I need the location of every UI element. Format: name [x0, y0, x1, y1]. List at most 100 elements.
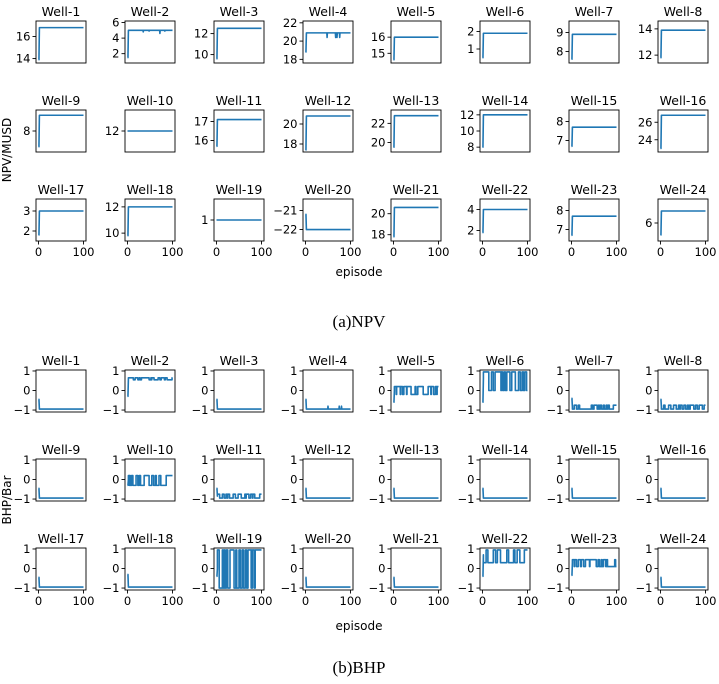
npv-xtick-label: 0	[568, 245, 575, 259]
npv-xtick-label: 0	[35, 245, 42, 259]
npv-xtick-label: 0	[302, 245, 309, 259]
npv-series-line	[38, 114, 84, 148]
bhp-panel-frame	[35, 547, 87, 591]
npv-panel-title: Well-22	[482, 182, 529, 197]
npv-ytick-label: 6	[645, 216, 652, 230]
bhp-series-line	[305, 487, 351, 499]
bhp-ytick-label: 0	[201, 384, 208, 398]
bhp-panel-title: Well-18	[127, 531, 174, 546]
bhp-ytick-label: −1	[369, 581, 386, 595]
npv-panel-11: Well-11 16 17	[194, 93, 265, 153]
bhp-ytick-label: 0	[112, 473, 119, 487]
bhp-ytick-label: 0	[23, 384, 30, 398]
bhp-series-line	[393, 385, 439, 404]
npv-ytick-label: 2	[23, 224, 30, 238]
npv-panel-frame	[657, 198, 709, 242]
bhp-ytick-label: 1	[378, 542, 385, 556]
npv-series-line	[482, 114, 528, 148]
bhp-ytick-label: 1	[467, 364, 474, 378]
npv-ytick-label: 1	[201, 213, 208, 227]
bhp-panel-8: Well-8 1 0 −1	[636, 353, 709, 417]
bhp-series-line	[127, 377, 173, 398]
bhp-ytick-label: 1	[467, 542, 474, 556]
bhp-panel-frame	[302, 458, 354, 502]
npv-series-line	[660, 114, 706, 150]
bhp-panel-title: Well-7	[575, 353, 614, 368]
bhp-panel-title: Well-22	[482, 531, 529, 546]
npv-panel-12: Well-12 18 20	[283, 93, 354, 153]
npv-ytick-label: 8	[467, 140, 474, 154]
bhp-ytick-label: 0	[378, 562, 385, 576]
bhp-panel-title: Well-2	[131, 353, 170, 368]
bhp-panel-title: Well-23	[571, 531, 618, 546]
bhp-panel-frame	[302, 369, 354, 413]
npv-ytick-label: 12	[105, 200, 120, 214]
npv-xtick-label: 0	[390, 245, 397, 259]
bhp-panel-title: Well-1	[42, 353, 81, 368]
npv-series-line	[127, 206, 173, 237]
npv-ytick-label: 3	[23, 204, 30, 218]
bhp-ytick-label: −1	[547, 581, 564, 595]
npv-panel-frame	[35, 198, 87, 242]
bhp-panel-frame	[35, 458, 87, 502]
bhp-ytick-label: 1	[112, 542, 119, 556]
bhp-panel-title: Well-20	[305, 531, 352, 546]
npv-panel-frame	[657, 109, 709, 153]
bhp-panel-5: Well-5 1 0 −1	[369, 353, 442, 417]
npv-panel-frame	[302, 109, 354, 153]
bhp-panel-title: Well-8	[664, 353, 703, 368]
bhp-ytick-label: 0	[378, 384, 385, 398]
npv-series-line	[38, 210, 84, 236]
bhp-panel-title: Well-12	[305, 442, 352, 457]
npv-xtick-label: 0	[213, 245, 220, 259]
npv-panel-frame	[657, 20, 709, 64]
bhp-panel-2: Well-2 1 0 −1	[103, 353, 176, 417]
bhp-ytick-label: 1	[201, 453, 208, 467]
npv-ytick-label: 6	[112, 16, 119, 30]
npv-panel-title: Well-7	[575, 4, 614, 19]
bhp-ytick-label: 0	[290, 384, 297, 398]
bhp-series-line	[482, 487, 528, 499]
bhp-ytick-label: −1	[458, 492, 475, 506]
bhp-panel-title: Well-19	[216, 531, 263, 546]
bhp-ytick-label: −1	[103, 492, 120, 506]
bhp-ytick-label: 1	[23, 542, 30, 556]
npv-panel-title: Well-1	[42, 4, 81, 19]
bhp-xtick-label: 0	[657, 594, 664, 608]
npv-ytick-label: 26	[638, 115, 653, 129]
bhp-series-line	[482, 549, 528, 578]
bhp-panel-frame	[124, 458, 176, 502]
npv-ytick-label: 15	[371, 46, 386, 60]
bhp-panel-frame	[124, 547, 176, 591]
npv-ylabel: NPV/MUSD	[0, 118, 14, 182]
npv-ytick-label: 24	[638, 133, 653, 147]
bhp-panel-title: Well-11	[216, 442, 263, 457]
bhp-panel-frame	[213, 458, 265, 502]
npv-ytick-label: 10	[460, 124, 475, 138]
npv-ytick-label: 16	[371, 30, 386, 44]
bhp-ylabel: BHP/Bar	[0, 475, 14, 524]
npv-ytick-label: 14	[16, 52, 31, 66]
bhp-panel-title: Well-15	[571, 442, 618, 457]
npv-panel-frame	[479, 20, 531, 64]
bhp-panel-frame	[390, 458, 442, 502]
npv-ytick-label: 14	[638, 22, 653, 36]
bhp-panel-frame	[657, 369, 709, 413]
bhp-panel-20: Well-20 1 0 −1 0 100	[281, 531, 362, 608]
npv-series-line	[571, 33, 617, 60]
bhp-ytick-label: 0	[290, 473, 297, 487]
npv-xtick-label: 0	[479, 245, 486, 259]
npv-ytick-label: 10	[105, 226, 120, 240]
bhp-panel-title: Well-6	[486, 353, 525, 368]
bhp-ytick-label: −1	[369, 403, 386, 417]
npv-panel-title: Well-19	[216, 182, 263, 197]
npv-panel-frame	[479, 109, 531, 153]
bhp-ytick-label: 1	[112, 364, 119, 378]
npv-panel-frame	[390, 20, 442, 64]
bhp-series-line	[38, 576, 84, 588]
npv-xtick-label: 100	[695, 245, 717, 259]
bhp-ytick-label: 1	[290, 364, 297, 378]
bhp-series-line	[571, 397, 617, 410]
npv-xlabel: episode	[336, 265, 383, 279]
